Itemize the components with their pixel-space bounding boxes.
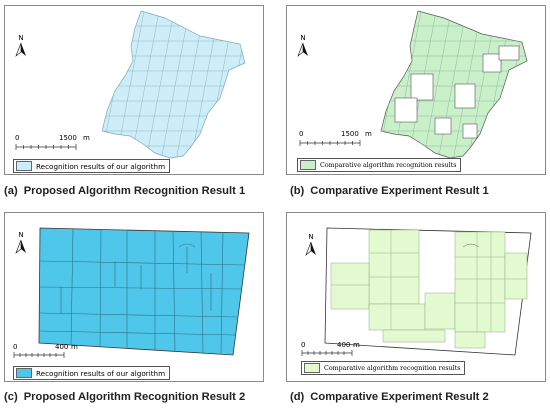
legend-text: Comparative algorithm recognition result… [320, 161, 457, 169]
caption-tag: (b) [290, 185, 305, 197]
north-arrow-glyph [15, 239, 26, 254]
scale-ruler [301, 350, 353, 356]
unrecognized-blocks-b [394, 45, 520, 139]
caption-tag: (d) [290, 391, 305, 403]
legend-swatch [304, 363, 320, 373]
scale-ruler [15, 144, 77, 150]
north-arrow-icon: N [305, 233, 317, 260]
recognized-block [382, 329, 446, 343]
caption-text: Comparative Experiment Result 2 [310, 391, 489, 403]
recognized-block [368, 229, 420, 305]
map-proposed-1 [101, 10, 246, 159]
scale-unit: m [365, 130, 372, 138]
gap-block [482, 53, 502, 73]
map-panel-b: N 0 1500 m Comparative algorithm recogni… [286, 5, 546, 175]
legend-text: Comparative algorithm recognition result… [324, 364, 461, 372]
gap-block [410, 73, 434, 101]
north-letter: N [18, 34, 24, 42]
recognized-block [454, 331, 486, 349]
map-comparative-1 [380, 10, 528, 159]
caption-text: Comparative Experiment Result 1 [310, 185, 489, 197]
map-panel-c: N 0 400 m Recognition results of our alg… [4, 212, 264, 382]
legend-text: Recognition results of our algorithm [36, 161, 166, 171]
north-arrow-glyph [297, 42, 308, 57]
caption-c: (c) Proposed Algorithm Recognition Result… [4, 391, 245, 403]
map-comparative-2 [324, 227, 532, 356]
proposed-region-1 [101, 10, 246, 159]
gap-block [462, 123, 478, 139]
legend-b: Comparative algorithm recognition result… [297, 158, 462, 172]
gap-block [498, 45, 520, 61]
recognized-block [330, 262, 370, 310]
caption-d: (d) Comparative Experiment Result 2 [290, 391, 489, 403]
gap-block [434, 117, 452, 135]
scale-unit: m [71, 343, 78, 351]
caption-text: Proposed Algorithm Recognition Result 1 [23, 185, 246, 197]
legend-d: Comparative algorithm recognition result… [301, 361, 466, 375]
recognized-block [454, 231, 506, 333]
legend-text: Recognition results of our algorithm [36, 368, 166, 378]
recognized-block [424, 292, 456, 330]
caption-a: (a) Proposed Algorithm Recognition Result… [4, 185, 245, 197]
north-arrow-glyph [15, 42, 26, 57]
scale-end: 400 [55, 343, 69, 351]
scale-ruler [299, 140, 361, 146]
legend-swatch [16, 368, 32, 378]
map-panel-a: N 0 1500 m Recognition results of our al… [4, 5, 264, 175]
scale-start: 0 [301, 341, 306, 349]
scale-end: 1500 [341, 130, 359, 138]
north-arrow-glyph [305, 241, 316, 256]
map-panel-d: N 0 400 m Comparative algorithm recognit… [286, 212, 546, 382]
caption-tag: (c) [4, 391, 18, 403]
scale-ruler [13, 352, 65, 358]
legend-c: Recognition results of our algorithm [13, 366, 171, 380]
scale-start: 0 [15, 134, 20, 142]
north-arrow-icon: N [297, 34, 309, 61]
north-letter: N [18, 231, 24, 239]
caption-text: Proposed Algorithm Recognition Result 2 [23, 391, 246, 403]
proposed-region-2 [38, 227, 250, 356]
gap-block [454, 83, 476, 109]
caption-tag: (a) [4, 185, 18, 197]
recognized-block [368, 303, 426, 331]
legend-swatch [16, 161, 32, 171]
recognized-block [504, 252, 528, 300]
map-proposed-2 [38, 227, 250, 356]
north-letter: N [300, 34, 306, 42]
north-letter: N [308, 233, 314, 241]
road-grid-d [331, 230, 527, 332]
scale-end: 1500 [59, 134, 77, 142]
scale-unit: m [353, 341, 360, 349]
scale-end: 400 [337, 341, 351, 349]
road-grid-c [39, 228, 246, 354]
road-grid-a [102, 11, 245, 158]
scale-unit: m [83, 134, 90, 142]
comparative-region-1 [380, 10, 528, 159]
scale-start: 0 [13, 343, 18, 351]
scale-start: 0 [299, 130, 304, 138]
gap-block [394, 97, 418, 123]
comparative-blocks-2 [330, 229, 528, 349]
north-arrow-icon: N [15, 34, 27, 61]
legend-a: Recognition results of our algorithm [13, 159, 171, 173]
caption-b: (b) Comparative Experiment Result 1 [290, 185, 489, 197]
north-arrow-icon: N [15, 231, 27, 258]
legend-swatch [300, 160, 316, 170]
